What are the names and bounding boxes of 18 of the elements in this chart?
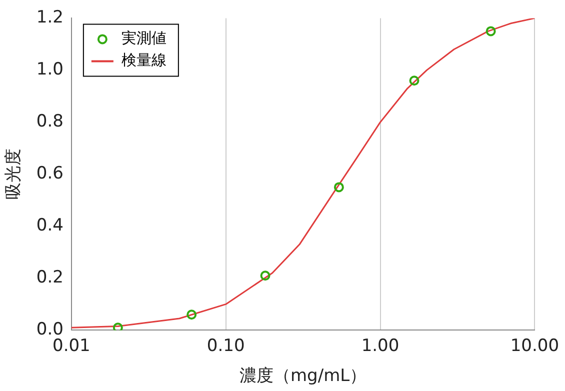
point [334, 182, 344, 192]
y-tick-label: 0.2 [36, 268, 64, 288]
x-axis-title: 濃度（mg/mL） [239, 366, 367, 386]
point [260, 270, 270, 281]
point [112, 322, 123, 330]
x-tick-label: 10.00 [510, 336, 559, 356]
legend-label: 実測値 [121, 29, 166, 48]
legend-label: 検量線 [121, 51, 166, 70]
y-tick-label: 1.0 [36, 60, 64, 80]
x-tick-label: 1.00 [361, 336, 400, 356]
x-tick-label: 0.10 [206, 336, 245, 356]
y-tick-label: 1.2 [36, 8, 64, 28]
y-axis-title: 吸光度 [4, 148, 24, 200]
point [409, 76, 420, 86]
point [186, 310, 197, 320]
y-tick-label: 0.6 [36, 164, 64, 184]
y-tick-label: 0.8 [36, 112, 64, 132]
y-tick-label: 0.4 [36, 216, 64, 236]
